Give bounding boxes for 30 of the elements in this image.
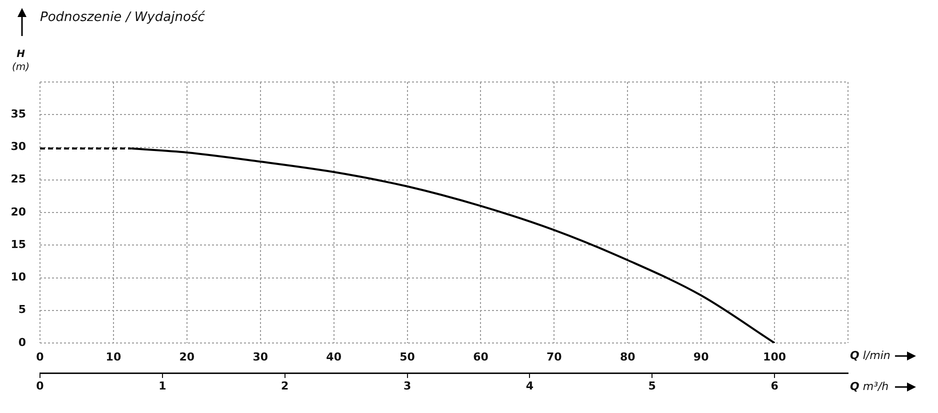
y-tick-label: 30 bbox=[10, 140, 26, 154]
x2-tick-label: 5 bbox=[648, 379, 656, 392]
x-tick-label: 0 bbox=[36, 350, 44, 364]
x-tick-label: 80 bbox=[620, 350, 636, 364]
x-tick-label: 100 bbox=[763, 350, 786, 364]
x-tick-label: 10 bbox=[106, 350, 122, 364]
x-axis-title: Q l/min bbox=[850, 349, 890, 362]
x2-tick-label: 4 bbox=[526, 379, 534, 392]
chart-title: Podnoszenie / Wydajność bbox=[40, 10, 205, 25]
x2-tick-label: 0 bbox=[36, 379, 44, 392]
y-axis-title: H (m) bbox=[12, 48, 30, 74]
x-tick-label: 40 bbox=[326, 350, 342, 364]
y-tick-label: 15 bbox=[10, 238, 26, 251]
x-tick-label: 90 bbox=[693, 350, 710, 364]
y-tick-label: 20 bbox=[10, 205, 26, 218]
x-tick-label: 70 bbox=[546, 350, 562, 364]
x-tick-label: 20 bbox=[179, 350, 195, 364]
x2-axis-title: Q m³/h bbox=[850, 380, 889, 393]
x2-tick-label: 6 bbox=[770, 379, 779, 392]
x2-tick-label: 2 bbox=[281, 379, 289, 392]
x-tick-label: 50 bbox=[400, 350, 416, 364]
x-tick-label: 30 bbox=[252, 350, 268, 364]
y-tick-label: 10 bbox=[10, 270, 26, 284]
y-tick-label: 0 bbox=[18, 336, 26, 349]
y-tick-label: 5 bbox=[18, 303, 26, 316]
x2-tick-label: 3 bbox=[403, 379, 412, 392]
x-tick-label: 60 bbox=[473, 350, 489, 364]
y-tick-label: 35 bbox=[10, 107, 26, 120]
x2-tick-label: 1 bbox=[158, 379, 166, 392]
y-tick-label: 25 bbox=[10, 172, 26, 186]
